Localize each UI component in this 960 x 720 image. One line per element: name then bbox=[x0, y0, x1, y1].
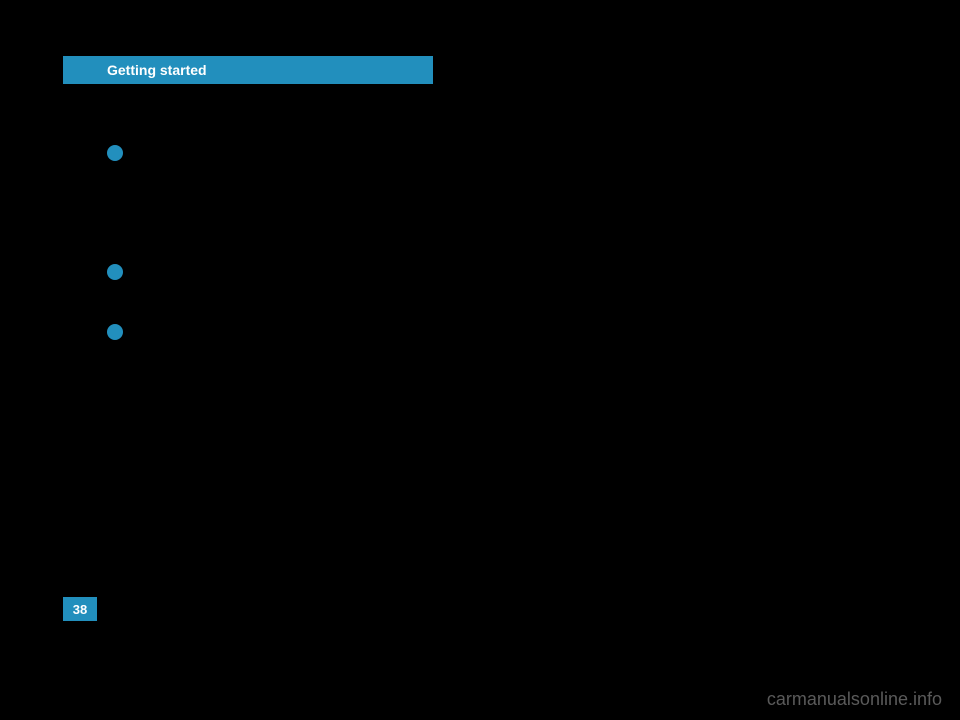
manual-page: Getting started 38 carmanualsonline.info bbox=[0, 0, 960, 720]
watermark-text: carmanualsonline.info bbox=[767, 689, 942, 710]
page-number-box: 38 bbox=[63, 597, 97, 621]
page-number: 38 bbox=[73, 602, 87, 617]
bullet-icon bbox=[107, 324, 123, 340]
bullet-icon bbox=[107, 264, 123, 280]
section-title: Getting started bbox=[107, 62, 207, 78]
bullet-icon bbox=[107, 145, 123, 161]
section-header-bar: Getting started bbox=[63, 56, 433, 84]
